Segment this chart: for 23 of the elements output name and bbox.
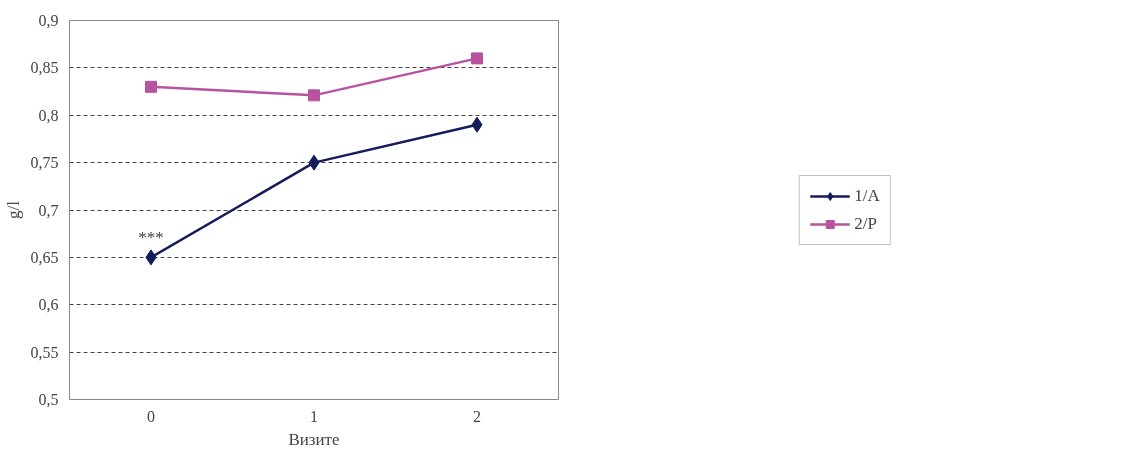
y-tick-label: 0,7 xyxy=(38,201,59,219)
point xyxy=(308,154,320,171)
point xyxy=(308,89,320,102)
point xyxy=(471,52,483,65)
y-tick-label: 0,65 xyxy=(30,248,59,266)
x-axis-title: Визите xyxy=(288,429,340,449)
annotation: *** xyxy=(138,228,164,248)
legend-label: 1/A xyxy=(854,185,880,206)
y-tick-label: 0,6 xyxy=(38,296,59,314)
point xyxy=(145,249,157,266)
y-tick-label: 0,75 xyxy=(30,154,59,172)
x-tick-label: 1 xyxy=(310,407,318,425)
y-tick-label: 0,55 xyxy=(30,343,59,361)
legend-label: 2/P xyxy=(854,213,877,234)
x-tick-label: 0 xyxy=(147,407,155,425)
y-tick-label: 0,8 xyxy=(38,106,59,124)
y-tick-label: 0,5 xyxy=(38,391,59,408)
y-tick-label: 0,9 xyxy=(38,12,59,29)
point xyxy=(145,80,157,93)
x-tick-label: 2 xyxy=(473,407,481,425)
y-tick-label: 0,85 xyxy=(30,59,59,77)
point xyxy=(471,116,483,133)
y-axis-title: g/l xyxy=(3,200,23,219)
